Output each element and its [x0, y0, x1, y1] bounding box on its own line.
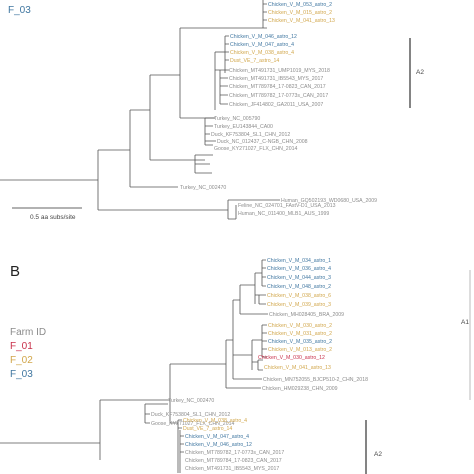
- tip-label: Chicken_V_M_030_astro_2: [268, 323, 332, 329]
- tip-label: Chicken_V_M_041_astro_13: [264, 365, 331, 371]
- tip-label: Chicken_V_M_039_astro_3: [267, 302, 331, 308]
- tip-label: Turkey_NC_002470: [168, 398, 214, 404]
- tip-label: Duck_NC_012437_C-NGB_CHN_2008: [217, 139, 308, 145]
- tip-label: Chicken_V_M_030_astro_12: [258, 355, 325, 361]
- clade-label-a2-bottom: A2: [374, 451, 382, 458]
- tip-label: Chicken_MN752055_BJCP510-2_CHN_2018: [263, 377, 368, 383]
- tip-label: Chicken_V_M_038_astro_4: [183, 418, 247, 424]
- tip-label: Chicken_V_M_034_astro_1: [267, 258, 331, 264]
- tip-label: Chicken_V_M_031_astro_2: [268, 331, 332, 337]
- legend-f03-a: F_03: [8, 5, 31, 16]
- tip-label: Human_GQ502193_WD0680_USA_2009: [281, 198, 377, 204]
- tip-label: Chicken_V_M_046_astro_12: [185, 442, 252, 448]
- tip-label: Chicken_V_M_047_astro_4: [185, 434, 249, 440]
- legend-f03: F_03: [10, 369, 33, 380]
- farm-id-legend: Farm ID F_01 F_02 F_03: [10, 327, 46, 380]
- tip-label: Feline_NC_024701_FAstV-D1_USA_2013: [238, 203, 336, 209]
- tip-label: Chicken_MT789782_17-0773s_CAN_2017: [229, 93, 328, 99]
- tip-label: Chicken_V_M_013_astro_2: [268, 347, 332, 353]
- tip-label: Dust_VE_7_astro_14: [230, 58, 279, 64]
- clade-label-a2-top: A2: [416, 69, 424, 76]
- tip-label: Chicken_MT789782_17-0773s_CAN_2017: [185, 450, 284, 456]
- tip-label: Turkey_NC_005790: [214, 116, 260, 122]
- tip-label: Chicken_V_M_041_astro_13: [268, 18, 335, 24]
- tip-label: Duck_KF753804_SL1_CHN_2012: [151, 412, 230, 418]
- tip-label: Chicken_HM029238_CHN_2009: [262, 386, 338, 392]
- panel-a: F_03 A2 0.5 aa subs/site Chicken_V_M_05: [0, 0, 424, 221]
- tip-label: Chicken_V_M_046_astro_12: [230, 34, 297, 40]
- tip-label: Chicken_V_M_038_astro_4: [230, 50, 294, 56]
- tip-label: Chicken_V_M_035_astro_2: [268, 339, 332, 345]
- tip-label: Chicken_V_M_053_astro_2: [268, 2, 332, 8]
- panel-b: B Farm ID F_01 F_02 F_03 A1: [0, 258, 471, 474]
- panel-letter-b: B: [10, 263, 20, 280]
- tip-label: Chicken_JF414802_GA2011_USA_2007: [229, 102, 323, 108]
- tip-label: Chicken_MT789784_17-0823_CAN_2017: [229, 84, 326, 90]
- tip-label: Chicken_MT491731_IB5543_MYS_2017: [229, 76, 323, 82]
- tip-label: Chicken_V_M_038_astro_6: [267, 293, 331, 299]
- tip-label: Turkey_EU143844_CA00: [214, 124, 273, 130]
- tip-label: Chicken_V_M_036_astro_4: [267, 266, 331, 272]
- tip-label: Chicken_V_M_047_astro_4: [230, 42, 294, 48]
- legend-title: Farm ID: [10, 327, 46, 338]
- tip-label: Chicken_MT491731_UMP1019_MYS_2018: [229, 68, 330, 74]
- tip-label: Chicken_V_M_048_astro_2: [267, 284, 331, 290]
- tip-label: Turkey_NC_002470: [180, 185, 226, 191]
- tip-label: Goose_KY271027_FLX_CHN_2014: [151, 421, 234, 427]
- tip-label: Chicken_MT789784_17-0823_CAN_2017: [185, 458, 282, 464]
- clade-label-a1: A1: [461, 319, 469, 326]
- tip-label: Goose_KY271027_FLX_CHN_2014: [214, 146, 297, 152]
- tip-label: Chicken_MT491731_IB5543_MYS_2017: [185, 466, 279, 472]
- tip-label: Chicken_V_M_044_astro_3: [267, 275, 331, 281]
- panel-a-tree-edges: [0, 0, 280, 220]
- legend-f02: F_02: [10, 355, 33, 366]
- panel-b-tree-edges: [0, 259, 268, 473]
- tip-label: Dust_VE_7_astro_14: [183, 426, 232, 432]
- tip-label: Duck_KF753804_SL1_CHN_2012: [211, 132, 290, 138]
- tip-label: Human_NC_011400_MLB1_AUS_1999: [238, 211, 329, 217]
- scale-label: 0.5 aa subs/site: [30, 214, 76, 221]
- tip-label: Chicken_MH028405_BRA_2009: [269, 312, 344, 318]
- tip-label: Chicken_V_M_015_astro_2: [268, 10, 332, 16]
- legend-f01: F_01: [10, 341, 33, 352]
